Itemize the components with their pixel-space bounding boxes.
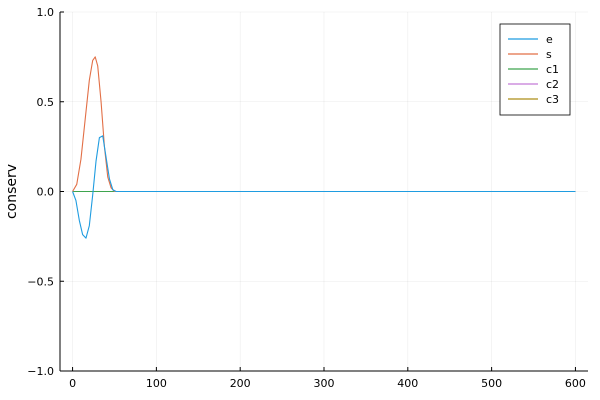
legend: es c1 c2 c3 (499, 23, 571, 116)
x-tick-label: 300 (314, 377, 335, 390)
legend-label-c1: c1 (546, 63, 559, 76)
series-group (72, 56, 576, 239)
x-ticks: 0 100 200 300 400 500 600 (69, 367, 586, 390)
x-tick-label: 200 (230, 377, 251, 390)
y-tick-label: 1.0 (37, 6, 55, 19)
legend-label-c3: c3 (546, 93, 559, 106)
legend-label-s: s (546, 48, 552, 61)
y-tick-label: 0.5 (37, 96, 55, 109)
x-tick-label: 600 (565, 377, 586, 390)
legend-label-e: e (546, 33, 553, 46)
legend-label-c2: c2 (546, 78, 559, 91)
x-tick-label: 500 (481, 377, 502, 390)
x-tick-label: 100 (146, 377, 167, 390)
y-tick-label: −1.0 (27, 365, 54, 378)
y-axis-title: conserv (4, 164, 20, 219)
y-tick-label: 0.0 (37, 186, 55, 199)
x-tick-label: 0 (69, 377, 76, 390)
y-ticks: −1.0 −0.5 0.0 0.5 1.0 (27, 6, 64, 378)
series-line-e (72, 135, 576, 239)
y-tick-label: −0.5 (27, 275, 54, 288)
x-tick-label: 400 (397, 377, 418, 390)
